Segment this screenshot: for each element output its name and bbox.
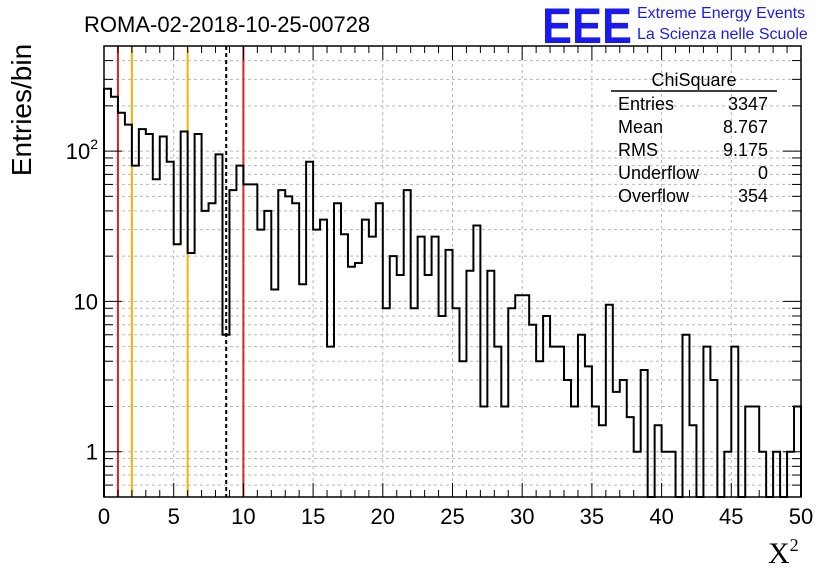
x-axis-label: X2	[768, 535, 799, 570]
stats-label-entries: Entries	[618, 94, 674, 114]
x-tick-label: 50	[789, 504, 813, 529]
stats-value-overflow: 354	[738, 186, 768, 206]
x-tick-label: 30	[510, 504, 534, 529]
x-tick-label: 45	[719, 504, 743, 529]
y-tick-label: 10	[74, 289, 98, 314]
marker-lines	[116, 46, 245, 497]
y-tick-label: 102	[66, 136, 98, 164]
stats-value-underflow: 0	[758, 163, 768, 183]
y-axis-label: Entries/bin	[6, 44, 37, 176]
chart-title: ROMA-02-2018-10-25-00728	[84, 12, 370, 37]
logo-line-1: Extreme Energy Events	[637, 5, 805, 22]
histogram-line	[103, 87, 802, 498]
stats-label-mean: Mean	[618, 117, 663, 137]
x-tick-label: 0	[98, 504, 110, 529]
x-tick-label: 15	[301, 504, 325, 529]
logo-line-2: La Scienza nelle Scuole	[637, 26, 808, 43]
x-tick-label: 35	[580, 504, 604, 529]
x-tick-label: 10	[231, 504, 255, 529]
x-tick-label: 25	[440, 504, 464, 529]
stats-value-rms: 9.175	[723, 140, 768, 160]
stats-value-entries: 3347	[728, 94, 768, 114]
stats-value-mean: 8.767	[723, 117, 768, 137]
stats-label-overflow: Overflow	[618, 186, 690, 206]
eee-logo: EEE	[542, 0, 632, 54]
grid	[104, 46, 801, 497]
x-tick-label: 5	[168, 504, 180, 529]
x-tick-label: 20	[371, 504, 395, 529]
stats-label-rms: RMS	[618, 140, 658, 160]
stats-box: ChiSquare Entries 3347 Mean 8.767 RMS 9.…	[611, 70, 777, 206]
histogram-series	[103, 87, 802, 498]
stats-label-underflow: Underflow	[618, 163, 700, 183]
x-tick-label: 40	[649, 504, 673, 529]
y-tick-label: 1	[86, 440, 98, 465]
stats-title: ChiSquare	[651, 70, 736, 90]
